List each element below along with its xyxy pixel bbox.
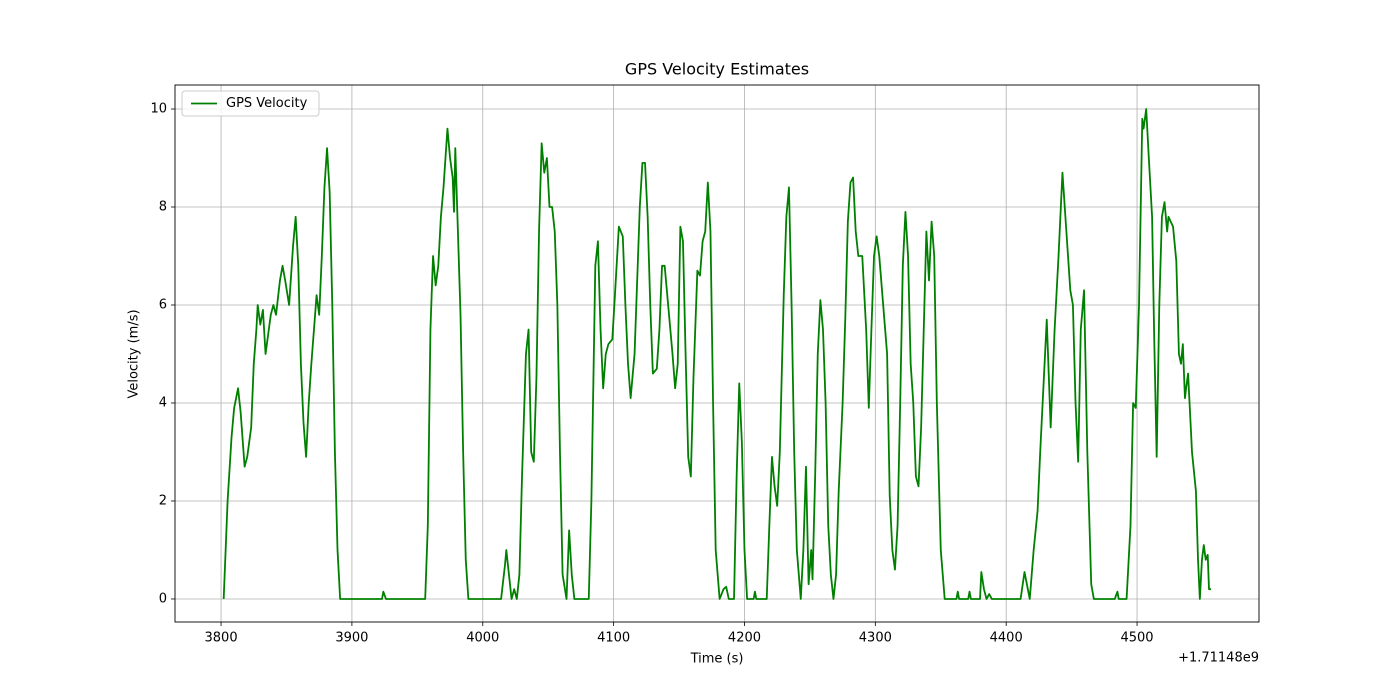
y-tick-label: 6 — [159, 297, 167, 312]
y-tick-label: 0 — [159, 591, 167, 606]
data-line — [222, 108, 1211, 600]
x-tick-label: 4100 — [597, 631, 630, 646]
y-tick-label: 4 — [159, 395, 167, 410]
x-tick-label: 3800 — [205, 631, 238, 646]
chart-title: GPS Velocity Estimates — [625, 60, 809, 79]
x-tick-label: 3900 — [335, 631, 368, 646]
y-tick-label: 2 — [159, 493, 167, 508]
legend-box — [181, 90, 320, 117]
axes-frame — [174, 84, 1260, 623]
legend-label: GPS Velocity — [226, 96, 308, 111]
x-axis-label: Time (s) — [690, 652, 744, 667]
y-tick-label: 8 — [159, 200, 167, 215]
x-tick-label: 4300 — [859, 631, 892, 646]
x-tick-label: 4200 — [728, 631, 761, 646]
x-tick-label: 4500 — [1120, 631, 1153, 646]
x-tick-label: 4400 — [990, 631, 1023, 646]
y-tick-label: 10 — [150, 102, 167, 117]
x-offset-label: +1.71148e9 — [1178, 651, 1259, 666]
y-axis-label: Velocity (m/s) — [127, 309, 142, 398]
x-tick-label: 4000 — [466, 631, 499, 646]
